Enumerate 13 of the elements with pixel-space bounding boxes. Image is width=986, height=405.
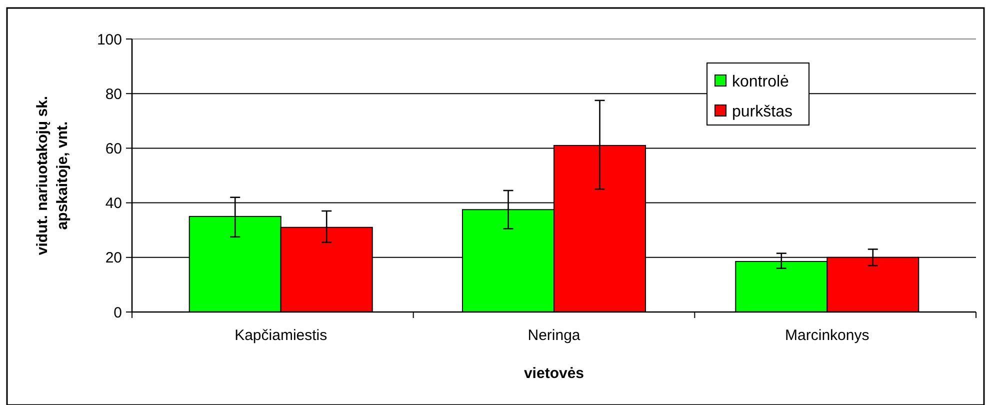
legend-label: kontrolė	[732, 74, 790, 91]
x-tick-label: Marcinkonys	[785, 327, 870, 344]
y-tick-label: 100	[96, 31, 122, 48]
y-tick-label: 40	[105, 195, 122, 212]
y-tick-label: 80	[105, 86, 122, 103]
legend-label: purkštas	[732, 104, 792, 121]
x-tick-label: Kapčiamiestis	[234, 327, 328, 344]
x-axis-title: vietovės	[524, 365, 584, 382]
y-tick-label: 0	[114, 304, 122, 322]
y-axis-title: vidut. nariuotakojų sk. apskaitoje, vnt.	[34, 96, 71, 256]
y-tick-label: 20	[105, 250, 122, 267]
x-tick-label: Neringa	[528, 327, 581, 344]
y-tick-label: 60	[105, 140, 122, 158]
